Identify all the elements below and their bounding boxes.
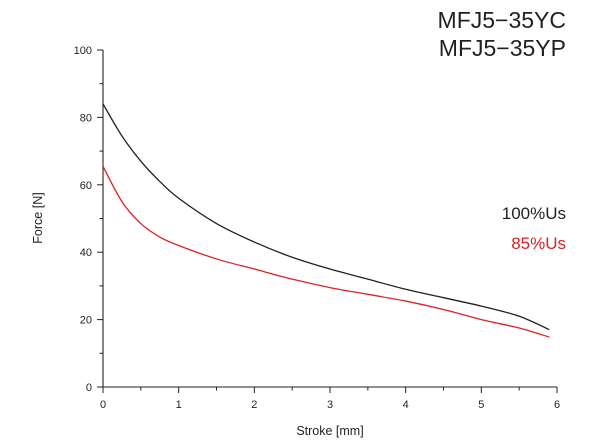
x-tick-label: 5 — [478, 399, 484, 411]
y-tick-label: 20 — [80, 315, 92, 327]
legend-label-100-us: 100%Us — [502, 204, 566, 223]
axes — [102, 50, 557, 388]
legend-label-85-us: 85%Us — [511, 234, 566, 253]
chart-title-line-2: MFJ5−35YP — [439, 35, 566, 61]
x-tick-label: 6 — [554, 399, 560, 411]
series-line-100-us — [102, 103, 550, 331]
x-tick-label: 4 — [403, 399, 409, 411]
y-axis-ticks: 0 20 40 60 80 100 — [74, 45, 103, 394]
x-axis-ticks: 0 1 2 3 4 5 6 — [100, 387, 560, 411]
y-tick-label: 60 — [80, 180, 92, 192]
y-tick-label: 40 — [80, 247, 92, 259]
x-tick-label: 0 — [100, 399, 106, 411]
x-tick-label: 2 — [251, 399, 257, 411]
x-tick-label: 1 — [176, 399, 182, 411]
series-line-85-us — [102, 165, 550, 338]
x-tick-label: 3 — [327, 399, 333, 411]
x-axis-label: Stroke [mm] — [296, 424, 363, 438]
y-axis-label: Force [N] — [31, 192, 45, 243]
series-layer — [102, 103, 550, 338]
y-tick-label: 80 — [80, 112, 92, 124]
y-tick-label: 100 — [74, 45, 92, 57]
y-tick-label: 0 — [86, 382, 92, 394]
chart-title-line-1: MFJ5−35YC — [438, 7, 566, 33]
